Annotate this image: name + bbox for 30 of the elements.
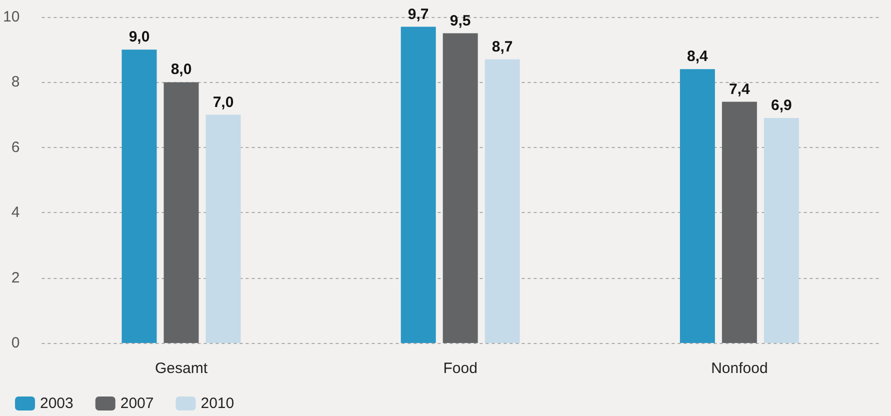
bar <box>484 59 520 343</box>
data-label: 9,5 <box>450 12 471 30</box>
bar <box>764 118 799 343</box>
bar <box>400 26 436 343</box>
legend-label: 2007 <box>120 395 154 412</box>
legend-label: 2003 <box>40 395 74 412</box>
data-label: 6,9 <box>771 97 792 114</box>
x-tick-label: Nonfood <box>711 360 768 377</box>
y-tick-label: 10 <box>2 8 20 26</box>
data-label: 7,0 <box>212 94 234 111</box>
data-label: 8,0 <box>170 61 192 78</box>
legend-label: 2010 <box>200 395 234 412</box>
y-tick-label: 2 <box>11 269 20 286</box>
x-tick-label: Food <box>443 360 478 377</box>
bar <box>122 50 157 343</box>
data-label: 7,4 <box>729 80 751 98</box>
y-tick-label: 4 <box>11 204 20 222</box>
bar <box>680 69 715 343</box>
bar <box>164 82 199 343</box>
y-tick-label: 0 <box>11 334 20 352</box>
bar <box>442 33 478 343</box>
data-label: 8,7 <box>492 38 513 56</box>
data-label: 9,0 <box>128 28 150 46</box>
y-tick-label: 8 <box>11 74 20 91</box>
bar <box>722 102 757 343</box>
data-label: 9,7 <box>408 6 429 23</box>
x-tick-label: Gesamt <box>154 360 208 377</box>
bar <box>206 114 241 343</box>
y-tick-label: 6 <box>11 138 20 156</box>
data-label: 8,4 <box>687 48 709 66</box>
